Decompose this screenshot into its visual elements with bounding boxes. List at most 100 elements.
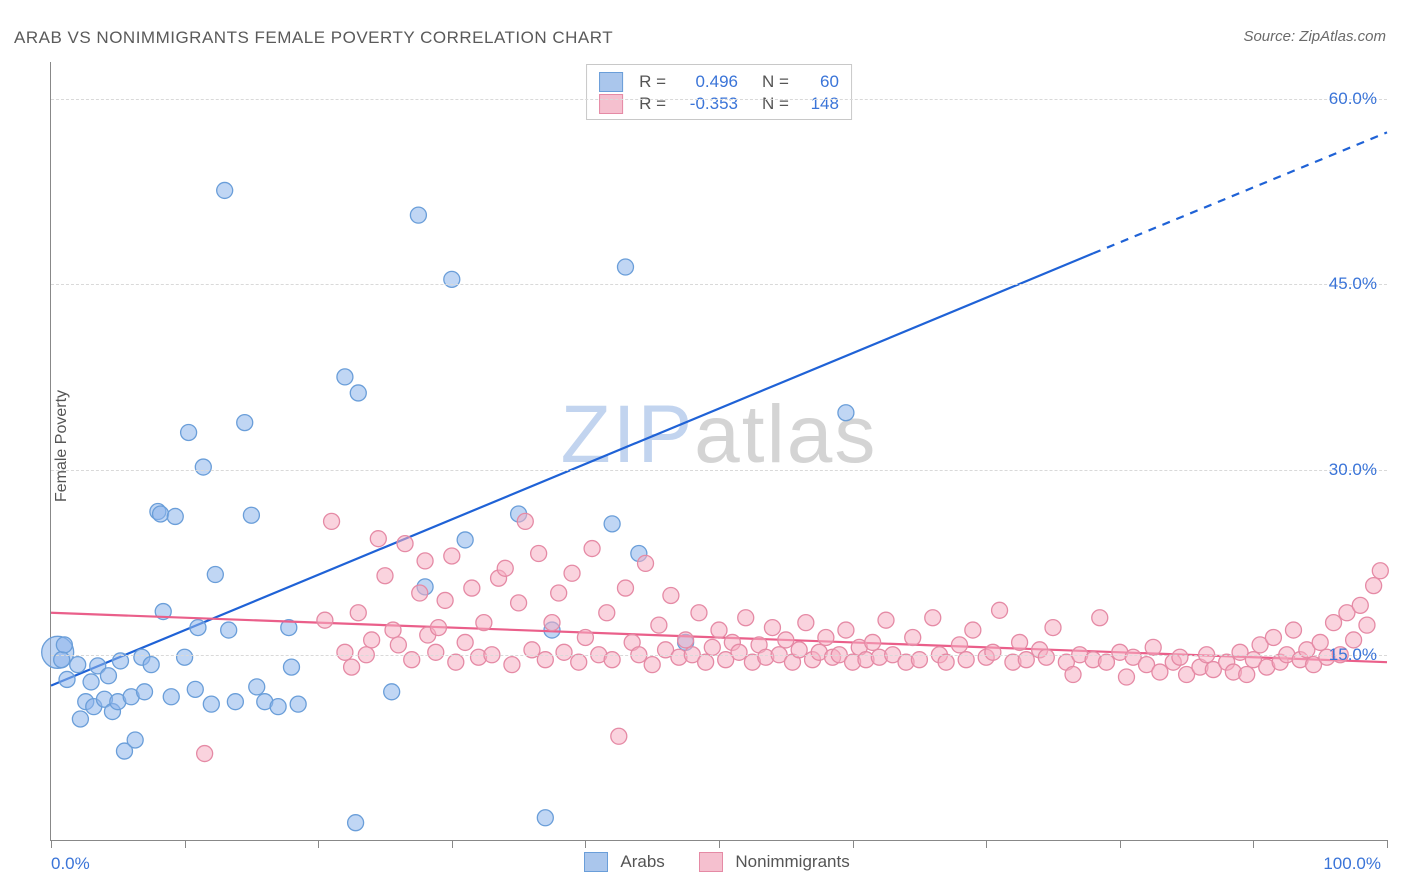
data-point <box>925 610 941 626</box>
data-point <box>1366 578 1382 594</box>
data-point <box>1092 610 1108 626</box>
data-point <box>551 585 567 601</box>
data-point <box>1306 657 1322 673</box>
data-point <box>838 622 854 638</box>
data-point <box>207 566 223 582</box>
data-point <box>1012 634 1028 650</box>
data-point <box>497 560 513 576</box>
bottom-legend-label: Arabs <box>620 852 664 872</box>
data-point <box>324 513 340 529</box>
data-point <box>1272 654 1288 670</box>
data-point <box>177 649 193 665</box>
legend-swatch <box>599 72 623 92</box>
data-point <box>1058 654 1074 670</box>
x-tick-label: 100.0% <box>1323 854 1381 874</box>
data-point <box>243 507 259 523</box>
data-point <box>72 711 88 727</box>
data-point <box>504 657 520 673</box>
chart-container: ARAB VS NONIMMIGRANTS FEMALE POVERTY COR… <box>0 0 1406 892</box>
data-point <box>350 385 366 401</box>
data-point <box>181 424 197 440</box>
data-point <box>825 649 841 665</box>
data-point <box>1165 654 1181 670</box>
data-point <box>187 681 203 697</box>
data-point <box>221 622 237 638</box>
data-point <box>417 579 433 595</box>
data-point <box>59 671 75 687</box>
data-point <box>624 634 640 650</box>
x-tick <box>185 840 186 848</box>
data-point <box>100 668 116 684</box>
data-point <box>965 622 981 638</box>
data-point <box>1192 659 1208 675</box>
data-point <box>420 627 436 643</box>
data-point <box>227 694 243 710</box>
data-point <box>83 674 99 690</box>
gridline <box>51 655 1387 656</box>
data-point <box>1225 664 1241 680</box>
data-point <box>167 508 183 524</box>
legend-n-value: 148 <box>799 93 839 115</box>
data-point <box>137 684 153 700</box>
data-point <box>1285 622 1301 638</box>
data-point <box>197 746 213 762</box>
data-point <box>1239 667 1255 683</box>
legend-swatch <box>584 852 608 872</box>
chart-title: ARAB VS NONIMMIGRANTS FEMALE POVERTY COR… <box>14 28 613 48</box>
data-point <box>1219 654 1235 670</box>
legend-n-value: 60 <box>799 71 839 93</box>
data-point <box>617 259 633 275</box>
data-point <box>1252 637 1268 653</box>
data-point <box>731 644 747 660</box>
watermark: ZIPatlas <box>561 388 878 482</box>
gridline <box>51 284 1387 285</box>
data-point <box>1045 620 1061 636</box>
watermark-prefix: ZIP <box>561 389 695 480</box>
data-point <box>938 654 954 670</box>
x-tick <box>452 840 453 848</box>
data-point <box>1312 634 1328 650</box>
data-point <box>70 657 86 673</box>
data-point <box>428 644 444 660</box>
x-tick <box>1253 840 1254 848</box>
data-point <box>104 704 120 720</box>
data-point <box>417 553 433 569</box>
data-point <box>290 696 306 712</box>
gridline <box>51 470 1387 471</box>
data-point <box>784 654 800 670</box>
data-point <box>764 620 780 636</box>
data-point <box>898 654 914 670</box>
data-point <box>751 637 767 653</box>
data-point <box>364 632 380 648</box>
data-point <box>798 615 814 631</box>
stats-legend: R =0.496N =60R =-0.353N =148 <box>586 64 852 120</box>
data-point <box>878 612 894 628</box>
data-point <box>1125 649 1141 665</box>
data-point <box>217 182 233 198</box>
data-point <box>283 659 299 675</box>
trend-line-dashed <box>1093 132 1387 253</box>
data-point <box>444 548 460 564</box>
gridline <box>51 99 1387 100</box>
legend-row: R =0.496N =60 <box>599 71 839 93</box>
data-point <box>951 637 967 653</box>
data-point <box>691 605 707 621</box>
y-tick-label: 30.0% <box>1329 460 1377 480</box>
data-point <box>571 654 587 670</box>
x-tick <box>719 840 720 848</box>
data-point <box>1352 597 1368 613</box>
data-point <box>1145 639 1161 655</box>
data-point <box>556 644 572 660</box>
data-point <box>190 620 206 636</box>
data-point <box>281 620 297 636</box>
data-point <box>56 637 72 653</box>
data-point <box>577 629 593 645</box>
data-point <box>985 644 1001 660</box>
x-tick <box>853 840 854 848</box>
data-point <box>724 634 740 650</box>
data-point <box>257 694 273 710</box>
data-point <box>744 654 760 670</box>
data-point <box>127 732 143 748</box>
data-point <box>350 605 366 621</box>
data-point <box>1172 649 1188 665</box>
